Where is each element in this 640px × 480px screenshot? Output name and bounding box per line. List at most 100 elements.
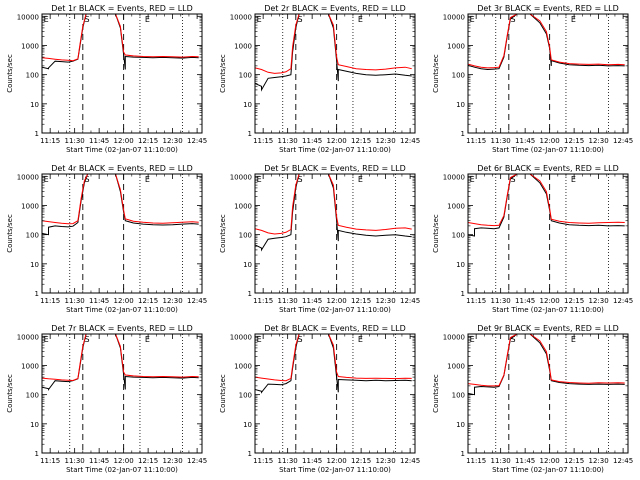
x-tick-label: 12:30 bbox=[589, 137, 609, 145]
y-tick-label: 10000 bbox=[230, 13, 252, 21]
panel-title: Det 5r BLACK = Events, RED = LLD bbox=[264, 164, 406, 173]
series-line-events bbox=[255, 334, 412, 394]
marker-label: E bbox=[257, 15, 262, 24]
marker-label: E bbox=[257, 335, 262, 344]
marker-label: S bbox=[510, 15, 515, 24]
panel-title: Det 2r BLACK = Events, RED = LLD bbox=[264, 4, 406, 13]
marker-label: S bbox=[84, 175, 89, 184]
y-tick-label: 100 bbox=[239, 392, 252, 400]
x-tick-label: 12:45 bbox=[187, 137, 207, 145]
x-tick-label: 12:45 bbox=[613, 137, 633, 145]
y-axis-label: Counts/sec bbox=[219, 214, 227, 253]
y-axis-label: Counts/sec bbox=[219, 374, 227, 413]
y-tick-label: 10000 bbox=[17, 333, 39, 341]
x-axis-label: Start Time (02-Jan-07 11:10:00) bbox=[492, 306, 604, 314]
panel-title: Det 1r BLACK = Events, RED = LLD bbox=[51, 4, 193, 13]
x-tick-label: 11:30 bbox=[65, 297, 85, 305]
x-tick-label: 12:30 bbox=[163, 137, 183, 145]
series-line-events bbox=[42, 334, 199, 391]
x-tick-label: 12:00 bbox=[540, 457, 560, 465]
series-line-lld bbox=[468, 174, 625, 227]
marker-label: E bbox=[44, 175, 49, 184]
y-tick-label: 100 bbox=[239, 72, 252, 80]
x-tick-label: 12:30 bbox=[163, 457, 183, 465]
marker-label: E bbox=[145, 15, 150, 24]
x-axis-label: Start Time (02-Jan-07 11:10:00) bbox=[279, 306, 391, 314]
panel-title: Det 8r BLACK = Events, RED = LLD bbox=[264, 324, 406, 333]
x-tick-label: 11:45 bbox=[89, 137, 109, 145]
marker-label: S bbox=[84, 335, 89, 344]
panel-title: Det 6r BLACK = Events, RED = LLD bbox=[477, 164, 619, 173]
panel-series bbox=[255, 174, 412, 252]
plot-frame bbox=[41, 13, 203, 134]
y-axis-label: Counts/sec bbox=[432, 54, 440, 93]
x-tick-label: 11:45 bbox=[302, 457, 322, 465]
marker-label: E bbox=[571, 15, 576, 24]
marker-label: E bbox=[571, 335, 576, 344]
x-tick-label: 11:30 bbox=[491, 137, 511, 145]
y-axis-label: Counts/sec bbox=[219, 54, 227, 93]
series-line-lld bbox=[468, 14, 625, 69]
series-line-lld bbox=[255, 174, 412, 235]
panel-series bbox=[468, 14, 625, 71]
x-axis-label: Start Time (02-Jan-07 11:10:00) bbox=[492, 146, 604, 154]
y-tick-label: 1 bbox=[461, 290, 465, 298]
marker-label: S bbox=[297, 175, 302, 184]
x-tick-label: 11:15 bbox=[253, 297, 273, 305]
series-line-events bbox=[468, 334, 625, 396]
x-tick-label: 11:15 bbox=[40, 457, 60, 465]
y-tick-label: 10 bbox=[456, 421, 465, 429]
y-tick-label: 100 bbox=[452, 392, 465, 400]
panel-series bbox=[255, 14, 412, 92]
panel-series bbox=[468, 334, 625, 396]
x-tick-label: 11:45 bbox=[89, 297, 109, 305]
panel-title: Det 4r BLACK = Events, RED = LLD bbox=[51, 164, 193, 173]
y-tick-label: 10000 bbox=[17, 13, 39, 21]
marker-label: S bbox=[510, 335, 515, 344]
x-tick-label: 12:15 bbox=[351, 137, 371, 145]
y-tick-label: 10000 bbox=[443, 333, 465, 341]
panel-series bbox=[468, 174, 625, 237]
x-tick-label: 11:45 bbox=[302, 137, 322, 145]
panel-title: Det 7r BLACK = Events, RED = LLD bbox=[51, 324, 193, 333]
y-tick-label: 1000 bbox=[234, 42, 252, 50]
y-tick-label: 1000 bbox=[21, 42, 39, 50]
y-tick-label: 10 bbox=[243, 421, 252, 429]
x-tick-label: 12:00 bbox=[114, 137, 134, 145]
x-tick-label: 11:45 bbox=[515, 137, 535, 145]
y-tick-label: 10 bbox=[456, 261, 465, 269]
plot-frame bbox=[467, 173, 629, 294]
x-axis-label: Start Time (02-Jan-07 11:10:00) bbox=[66, 146, 178, 154]
plot-frame bbox=[254, 13, 416, 134]
panel-series bbox=[42, 14, 199, 70]
plot-frame bbox=[467, 333, 629, 454]
x-tick-label: 11:30 bbox=[278, 137, 298, 145]
x-tick-label: 11:30 bbox=[491, 457, 511, 465]
y-tick-label: 1000 bbox=[447, 202, 465, 210]
marker-label: E bbox=[470, 175, 475, 184]
y-tick-label: 1000 bbox=[234, 362, 252, 370]
y-tick-label: 10000 bbox=[443, 173, 465, 181]
series-line-events bbox=[42, 14, 199, 70]
x-tick-label: 11:15 bbox=[40, 297, 60, 305]
x-tick-label: 11:15 bbox=[466, 137, 486, 145]
x-tick-label: 11:15 bbox=[253, 137, 273, 145]
y-tick-label: 1 bbox=[248, 450, 252, 458]
series-line-lld bbox=[255, 14, 412, 74]
panel-series bbox=[255, 334, 412, 394]
y-tick-label: 1000 bbox=[21, 362, 39, 370]
x-tick-label: 12:15 bbox=[138, 457, 158, 465]
y-tick-label: 100 bbox=[452, 72, 465, 80]
series-line-events bbox=[255, 14, 412, 92]
marker-label: E bbox=[571, 175, 576, 184]
series-line-events bbox=[468, 174, 625, 237]
x-tick-label: 12:00 bbox=[540, 137, 560, 145]
plot-frame bbox=[254, 173, 416, 294]
x-tick-label: 12:15 bbox=[564, 297, 584, 305]
panel-title: Det 3r BLACK = Events, RED = LLD bbox=[477, 4, 619, 13]
